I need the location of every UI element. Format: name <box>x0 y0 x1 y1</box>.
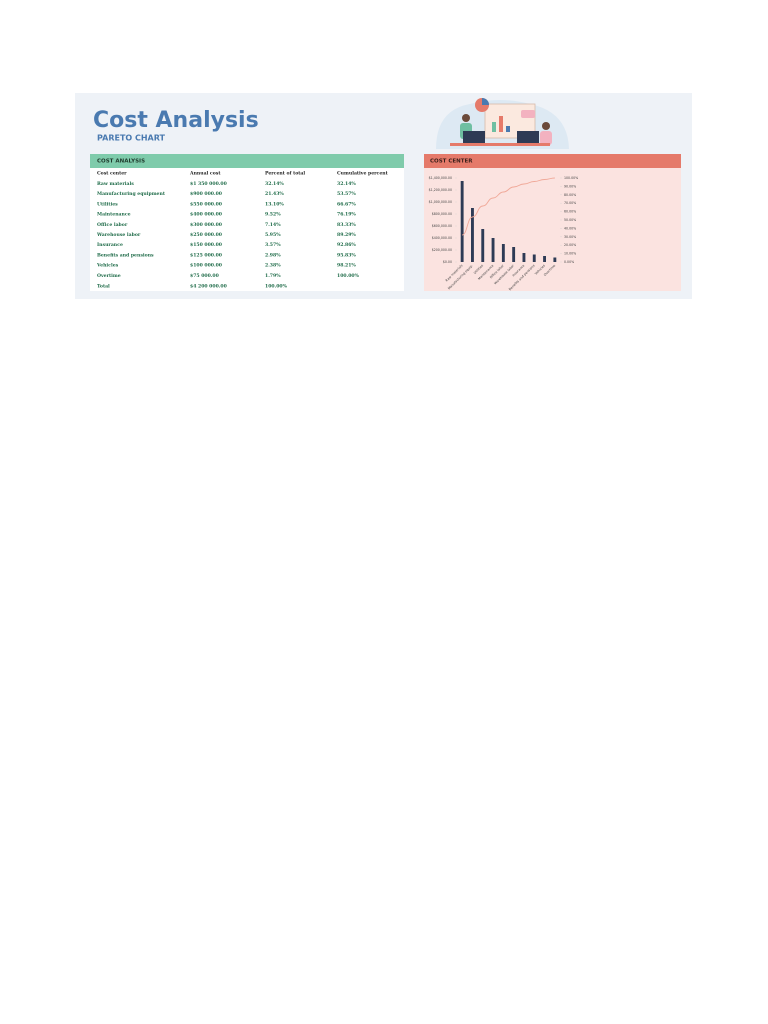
table-cell: $250 000.00 <box>190 232 222 238</box>
table-cell: Manufacturing equipment <box>97 191 166 197</box>
table-cell: $1 350 000.00 <box>190 181 227 187</box>
bar <box>501 244 505 262</box>
total-cell: 100.00% <box>265 284 288 290</box>
table-cell: Benefits and pensions <box>97 252 154 258</box>
table-cell: 32.14% <box>337 181 356 187</box>
chart-title: COST CENTER <box>430 159 473 165</box>
table-area <box>90 168 404 291</box>
table-cell: 83.33% <box>337 222 356 228</box>
table-cell: $125 000.00 <box>190 252 222 258</box>
y-tick-label: $200,000.00 <box>432 248 452 252</box>
y2-tick-label: 50.00% <box>564 218 576 222</box>
y2-tick-label: 80.00% <box>564 193 576 197</box>
bar <box>532 254 536 262</box>
bar <box>512 247 516 262</box>
table-cell: Warehouse labor <box>96 232 141 238</box>
y2-tick-label: 10.00% <box>564 252 576 256</box>
y-tick-label: $1,200,000.00 <box>429 188 452 192</box>
table-cell: Overtime <box>97 273 121 279</box>
chart-header-bar <box>424 154 681 168</box>
table-cell: $300 000.00 <box>190 222 222 228</box>
title: Cost Analysis <box>93 108 259 133</box>
y2-tick-label: 30.00% <box>564 235 576 239</box>
table-header-bar <box>90 154 404 168</box>
table-cell: 66.67% <box>337 201 356 207</box>
total-cell: $4 200 000.00 <box>190 284 227 290</box>
table-cell: $550 000.00 <box>190 201 222 207</box>
table-cell: 5.95% <box>265 232 281 238</box>
x-tick-label: Utilities <box>473 263 485 275</box>
table-cell: 2.98% <box>265 252 281 258</box>
table-cell: 53.57% <box>337 191 356 197</box>
table-cell: Insurance <box>97 242 123 248</box>
y2-tick-label: 0.00% <box>564 260 574 264</box>
y2-tick-label: 90.00% <box>564 184 576 188</box>
bar <box>481 229 485 262</box>
total-cell: Total <box>97 284 110 290</box>
column-header: Cost center <box>97 171 127 177</box>
table-title: COST ANALYSIS <box>97 159 145 165</box>
cumulative-line <box>461 177 555 236</box>
table-cell: $150 000.00 <box>190 242 222 248</box>
table-cell: 32.14% <box>265 181 284 187</box>
table-cell: 13.10% <box>265 201 284 207</box>
y-tick-label: $1,000,000.00 <box>429 200 452 204</box>
y-tick-label: $800,000.00 <box>432 212 452 216</box>
table-cell: 100.00% <box>337 273 360 279</box>
y2-tick-label: 60.00% <box>564 210 576 214</box>
table-cell: Office labor <box>97 222 128 228</box>
bar <box>491 238 495 262</box>
column-header: Percent of total <box>265 171 305 177</box>
y2-tick-label: 20.00% <box>564 243 576 247</box>
table-cell: 92.86% <box>337 242 356 248</box>
y-tick-label: $600,000.00 <box>432 224 452 228</box>
bar <box>522 253 526 262</box>
illustration <box>436 98 569 149</box>
table-cell: 76.19% <box>337 212 356 218</box>
table-cell: 21.43% <box>265 191 284 197</box>
table-cell: 98.21% <box>337 263 356 269</box>
table-cell: $900 000.00 <box>190 191 222 197</box>
column-header: Cumulative percent <box>337 171 389 177</box>
table-cell: Vehicles <box>96 263 119 269</box>
bar <box>471 208 474 262</box>
table-cell: 2.38% <box>265 263 281 269</box>
table-cell: $400 000.00 <box>190 212 222 218</box>
table-cell: Maintenance <box>97 212 131 218</box>
table-cell: Utilities <box>97 201 118 207</box>
table-cell: 95.83% <box>337 252 356 258</box>
y-tick-label: $0.00 <box>443 260 452 264</box>
table-cell: 9.52% <box>265 212 281 218</box>
table: Cost center Annual cost Percent of total Cu… <box>96 171 389 290</box>
y2-tick-label: 40.00% <box>564 226 576 230</box>
y-tick-label: $1,400,000.00 <box>429 176 452 180</box>
bar <box>460 181 464 262</box>
column-header: Annual cost <box>189 171 221 177</box>
table-cell: 1.79% <box>265 273 281 279</box>
table-cell: 7.14% <box>265 222 281 228</box>
chart-area <box>424 168 681 291</box>
table-cell: $75 000.00 <box>190 273 219 279</box>
y-tick-label: $400,000.00 <box>432 236 452 240</box>
table-cell: 89.29% <box>337 232 356 238</box>
bar <box>553 257 557 262</box>
subtitle: PARETO CHART <box>97 134 166 143</box>
table-cell: Raw materials <box>97 181 134 187</box>
table-cell: $100 000.00 <box>190 263 222 269</box>
y2-tick-label: 70.00% <box>564 201 576 205</box>
bar <box>543 256 546 262</box>
table-cell: 3.57% <box>265 242 281 248</box>
y2-tick-label: 100.00% <box>564 176 578 180</box>
